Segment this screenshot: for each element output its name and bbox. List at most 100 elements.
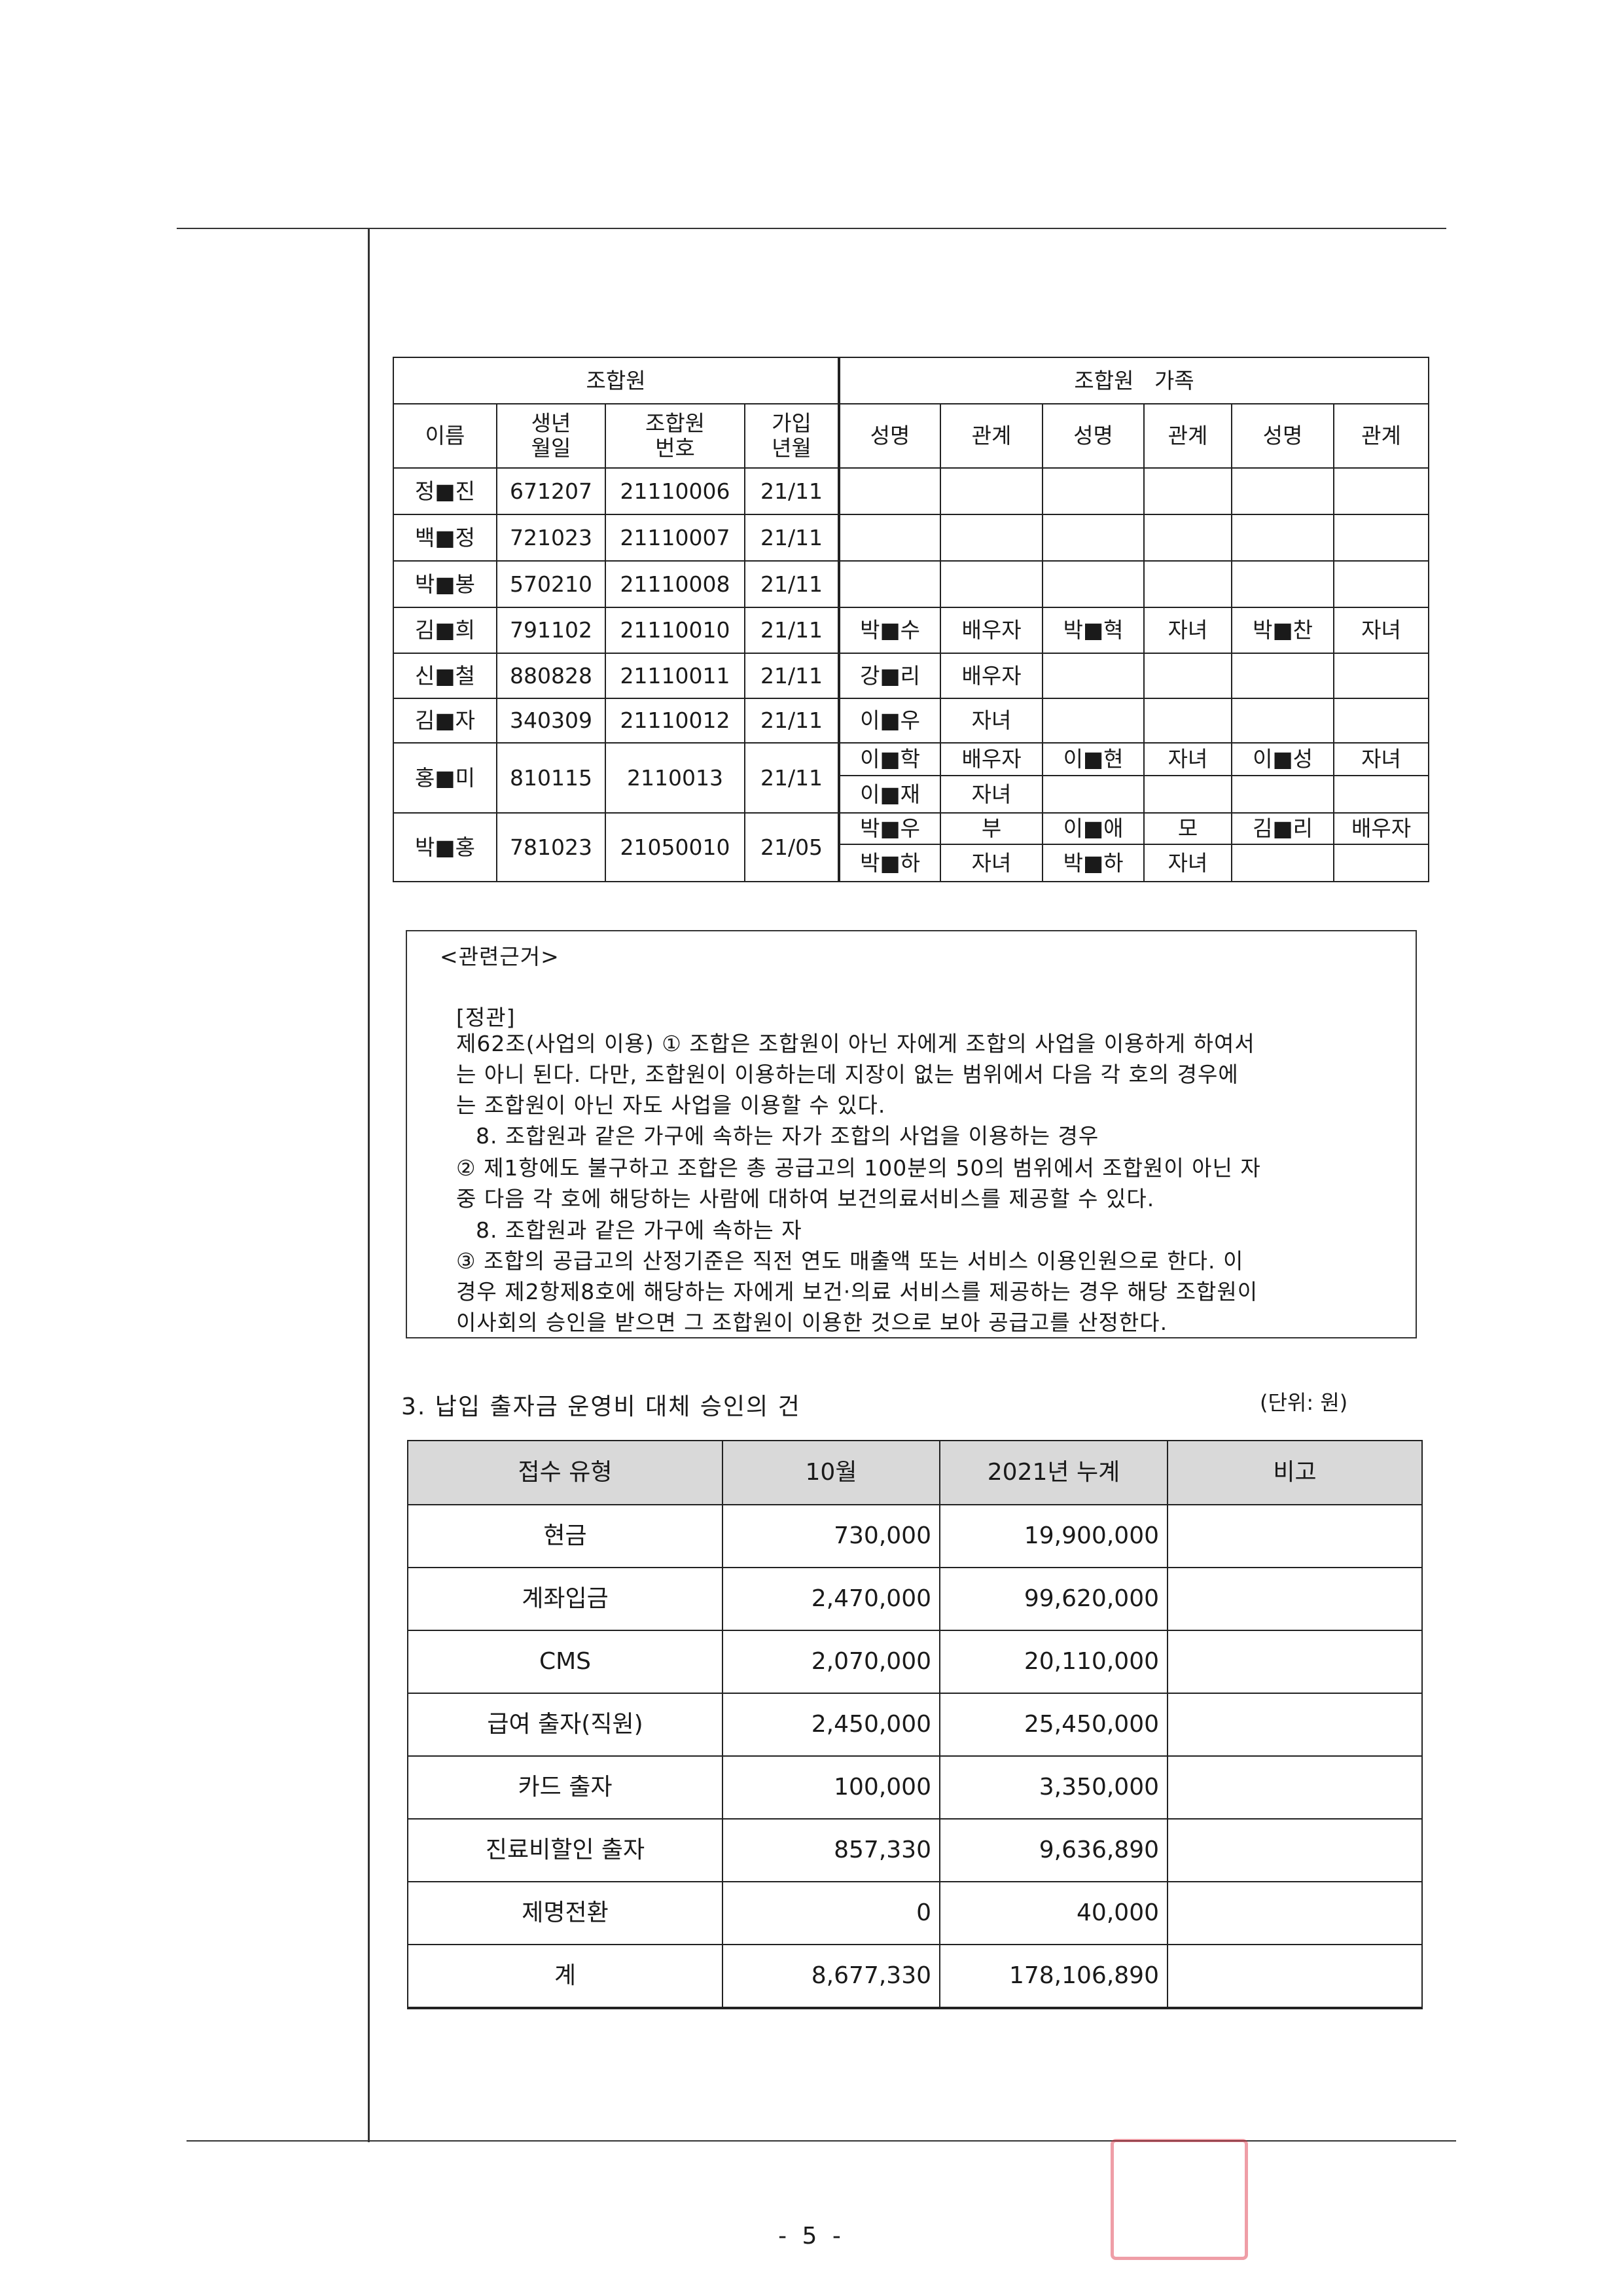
table-cell: 0 (722, 1881, 940, 1945)
table-cell (1333, 653, 1430, 699)
table-cell: 21110011 (605, 653, 745, 699)
table-cell: 정■진 (393, 467, 497, 515)
table-row: 백■정 721023 21110007 21/11 (393, 514, 1430, 562)
column-header: 관계 (1333, 403, 1430, 469)
table-cell (1167, 1881, 1423, 1945)
table-row: 박■하 자녀 박■하 자녀 (393, 844, 1430, 882)
table-cell: 781023 (496, 812, 606, 882)
column-header: 접수 유형 (407, 1440, 723, 1505)
table-cell: 9,636,890 (939, 1818, 1168, 1882)
table-cell: 김■희 (393, 607, 497, 654)
column-header: 이름 (393, 403, 497, 469)
table-cell: 카드 출자 (407, 1755, 723, 1820)
table-cell (1333, 467, 1430, 515)
table-cell (1333, 698, 1430, 744)
table-cell: 21/11 (743, 514, 841, 562)
table-cell: 21/11 (743, 607, 841, 654)
table-cell (1143, 653, 1233, 699)
basis-line: 는 아니 된다. 다만, 조합원이 이용하는데 지장이 없는 범위에서 다음 각… (456, 1062, 1239, 1087)
page-number: - 5 - (778, 2223, 845, 2250)
table-cell: 25,450,000 (939, 1693, 1168, 1757)
bottom-rule (187, 2140, 1456, 2142)
table-cell: 21/11 (743, 467, 841, 515)
table-cell: 21/05 (743, 812, 841, 882)
basis-line: 8. 조합원과 같은 가구에 속하는 자가 조합의 사업을 이용하는 경우 (476, 1123, 1099, 1149)
table-cell: 2,070,000 (722, 1630, 940, 1694)
table-cell: 자녀 (1333, 742, 1430, 776)
table-cell: 880828 (496, 653, 606, 699)
table-cell (1042, 775, 1145, 814)
table-cell: 3,350,000 (939, 1755, 1168, 1820)
table-cell: 자녀 (1333, 607, 1430, 654)
table-cell: 김■리 (1231, 812, 1335, 845)
table-cell (1167, 1944, 1423, 2009)
table-cell: 21110006 (605, 467, 745, 515)
table-row: 계 8,677,330 178,106,890 (407, 1944, 1423, 2009)
table-cell: 강■리 (838, 653, 942, 699)
red-seal-stamp (1111, 2139, 1248, 2260)
table-cell: 730,000 (722, 1504, 940, 1568)
table-cell (838, 514, 942, 562)
column-header: 조합원 번호 (605, 403, 745, 469)
top-rule (177, 228, 1446, 229)
table-cell: 이■현 (1042, 742, 1145, 776)
table-cell (1167, 1693, 1423, 1757)
table-cell: 제명전환 (407, 1881, 723, 1945)
table-cell: 부 (940, 812, 1044, 845)
left-margin-rule (368, 228, 370, 2142)
table-cell: 721023 (496, 514, 606, 562)
table-cell: 21/11 (743, 560, 841, 608)
table-cell: 671207 (496, 467, 606, 515)
contribution-table: 접수 유형 10월 2021년 누계 비고 현금 730,000 19,900,000 계좌… (407, 1440, 1423, 2009)
table-row: 홍■미 810115 2110013 21/11 이■학 배우자 이■현 자녀 이■성 자녀 (393, 742, 1430, 814)
table-cell (1143, 514, 1233, 562)
table-cell: 박■봉 (393, 560, 497, 608)
column-header: 10월 (722, 1440, 940, 1505)
table-cell: 배우자 (940, 742, 1044, 776)
table-cell: 이■재 (838, 775, 942, 814)
table-cell (1167, 1504, 1423, 1568)
table-row: 김■희 791102 21110010 21/11 박■수 배우자 박■혁 자녀 박■찬 자녀 (393, 607, 1430, 654)
table-row: 이■재 자녀 (393, 775, 1430, 814)
column-header: 가입 년월 (743, 403, 841, 469)
table-cell: 21/11 (743, 653, 841, 699)
table-cell (838, 560, 942, 608)
table-cell: 급여 출자(직원) (407, 1693, 723, 1757)
table-cell: 박■하 (838, 844, 942, 882)
table-cell (838, 467, 942, 515)
table-cell: 신■철 (393, 653, 497, 699)
table-row: 박■홍 781023 21050010 21/05 박■우 부 이■애 모 김■리 배우자 (393, 812, 1430, 882)
table-cell: 40,000 (939, 1881, 1168, 1945)
table-cell (1143, 698, 1233, 744)
basis-line: 는 조합원이 아닌 자도 사업을 이용할 수 있다. (456, 1092, 886, 1118)
table-row: 현금 730,000 19,900,000 (407, 1504, 1423, 1568)
table-cell (940, 560, 1044, 608)
table-cell: 배우자 (1333, 812, 1430, 845)
basis-subtitle: [정관] (456, 1005, 516, 1030)
table-cell: 20,110,000 (939, 1630, 1168, 1694)
table-cell: 178,106,890 (939, 1944, 1168, 2009)
table-cell: 박■홍 (393, 812, 497, 882)
table-cell (1167, 1755, 1423, 1820)
table-cell (1042, 467, 1145, 515)
table-cell (1042, 653, 1145, 699)
table-cell: 570210 (496, 560, 606, 608)
basis-line: ② 제1항에도 불구하고 조합은 총 공급고의 100분의 50의 범위에서 조… (456, 1155, 1261, 1181)
table-cell (1042, 560, 1145, 608)
basis-title: <관련근거> (440, 944, 560, 969)
table-cell: 857,330 (722, 1818, 940, 1882)
table-cell (1042, 698, 1145, 744)
table-cell (1333, 844, 1430, 882)
table-cell: 2,470,000 (722, 1567, 940, 1631)
group-header-member: 조합원 (392, 357, 841, 404)
table-cell (940, 467, 1044, 515)
table-row: 카드 출자 100,000 3,350,000 (407, 1755, 1423, 1820)
column-header: 비고 (1167, 1440, 1423, 1505)
table-cell (1231, 560, 1335, 608)
column-header: 2021년 누계 (939, 1440, 1168, 1505)
table-cell: 2110013 (605, 742, 745, 814)
table-cell: 이■애 (1042, 812, 1145, 845)
table-cell: 자녀 (1143, 844, 1233, 882)
table-cell: 791102 (496, 607, 606, 654)
table-cell: 19,900,000 (939, 1504, 1168, 1568)
